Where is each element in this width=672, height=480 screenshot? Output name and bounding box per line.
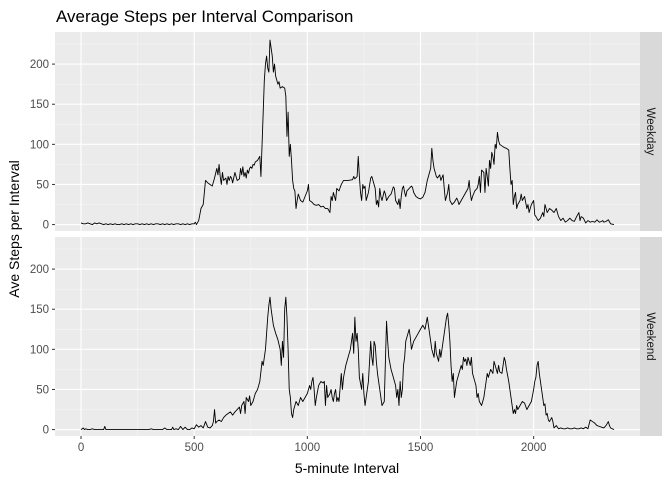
x-axis-title: 5-minute Interval — [295, 460, 399, 476]
facet-strip — [640, 237, 662, 436]
x-tick-label: 1500 — [408, 442, 434, 454]
y-tick-label: 0 — [43, 425, 49, 437]
facet-strip-label: Weekday — [644, 108, 656, 156]
chart-title: Average Steps per Interval Comparison — [56, 7, 353, 26]
series-line-weekend — [80, 296, 615, 431]
facet-panel-weekend: 0 50 100 150 200 Weekend — [30, 237, 662, 437]
x-tick-label: 1000 — [295, 442, 321, 454]
facet-panels: 0 50 100 150 200 Weekday 0 50 100 150 200 Weekend — [30, 32, 662, 437]
facet-strip-label: Weekend — [644, 312, 656, 360]
y-tick-label: 100 — [30, 139, 49, 151]
y-tick-label: 150 — [30, 99, 49, 111]
y-axis-title: Ave Steps per Interval — [6, 160, 22, 297]
series-line-weekday — [80, 39, 615, 226]
y-tick-label: 150 — [30, 304, 49, 316]
y-tick-label: 0 — [43, 220, 49, 232]
x-tick-label: 2000 — [521, 442, 547, 454]
x-axis: 0 500 1000 1500 2000 — [78, 436, 547, 454]
panel-background — [55, 32, 640, 231]
y-tick-label: 200 — [30, 264, 49, 276]
y-tick-label: 50 — [36, 384, 49, 396]
y-tick-label: 50 — [36, 179, 49, 191]
x-tick-label: 500 — [185, 442, 204, 454]
facet-panel-weekday: 0 50 100 150 200 Weekday — [30, 32, 662, 232]
panel-background — [55, 237, 640, 436]
y-tick-label: 100 — [30, 344, 49, 356]
x-tick-label: 0 — [78, 442, 84, 454]
facet-strip — [640, 32, 662, 231]
y-tick-label: 200 — [30, 59, 49, 71]
